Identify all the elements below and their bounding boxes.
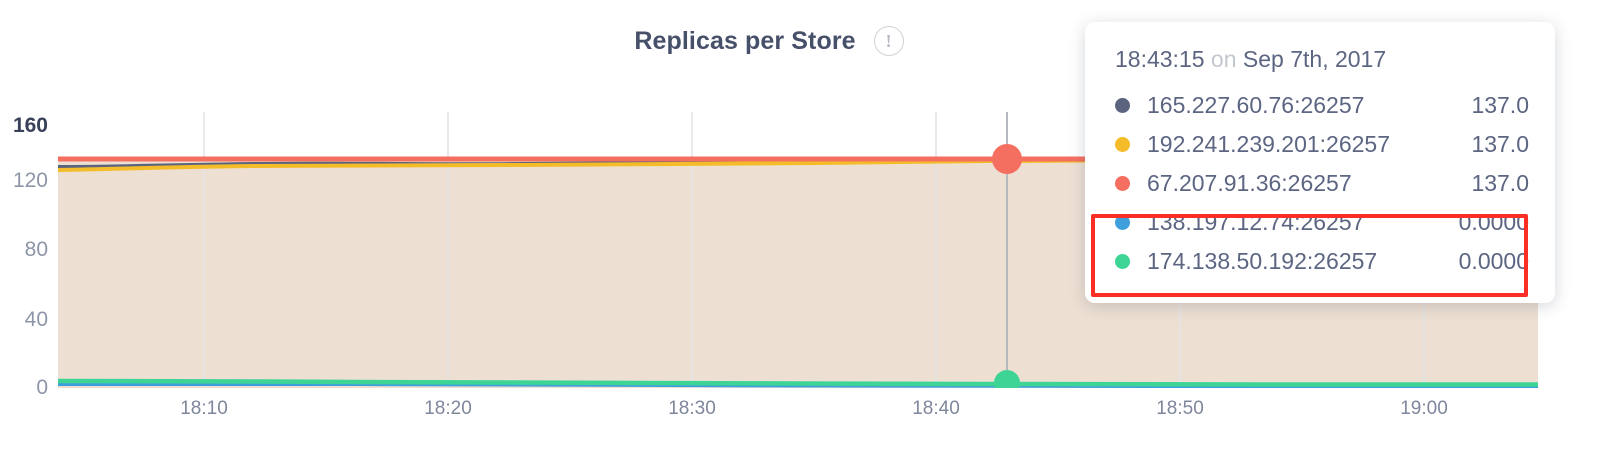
list-item: 67.207.91.36:26257 137.0 — [1115, 164, 1529, 203]
series-value: 137.0 — [1471, 170, 1529, 196]
hover-tooltip: 18:43:15 on Sep 7th, 2017 165.227.60.76:… — [1085, 22, 1555, 303]
hover-marker-67-207-91-36 — [992, 144, 1022, 174]
page-title: Replicas per Store — [634, 26, 856, 55]
x-axis-tick: 18:50 — [1156, 398, 1204, 419]
y-axis-tick: 160 — [12, 114, 48, 137]
series-line-174-138-50-192 — [58, 375, 1538, 387]
tooltip-series-list: 165.227.60.76:26257 137.0 192.241.239.20… — [1115, 86, 1529, 281]
tooltip-timestamp: 18:43:15 on Sep 7th, 2017 — [1115, 46, 1529, 73]
tooltip-connector: on — [1210, 46, 1237, 72]
list-item: 174.138.50.192:26257 0.0000 — [1115, 242, 1529, 281]
x-axis-tick: 18:30 — [668, 398, 716, 419]
tooltip-time: 18:43:15 — [1115, 46, 1205, 72]
series-color-dot-icon — [1115, 176, 1130, 191]
y-axis-tick: 120 — [12, 169, 48, 192]
series-value: 137.0 — [1471, 92, 1529, 118]
x-axis-tick: 18:40 — [912, 398, 960, 419]
hover-marker-174-138-50-192 — [994, 370, 1020, 388]
tooltip-date: Sep 7th, 2017 — [1242, 46, 1387, 72]
series-color-dot-icon — [1115, 137, 1130, 152]
series-value: 0.0000 — [1458, 248, 1529, 274]
y-axis-tick: 80 — [24, 238, 48, 261]
y-axis-tick: 0 — [36, 376, 48, 399]
chart-header: Replicas per Store ! — [0, 26, 1538, 56]
x-axis-tick: 19:00 — [1400, 398, 1448, 419]
series-value: 0.0000 — [1458, 209, 1529, 235]
series-color-dot-icon — [1115, 98, 1130, 113]
series-color-dot-icon — [1115, 254, 1130, 269]
exclamation-circle-icon[interactable]: ! — [873, 26, 904, 56]
series-label: 138.197.12.74:26257 — [1147, 209, 1365, 235]
series-label: 174.138.50.192:26257 — [1147, 248, 1378, 274]
x-axis-tick: 18:10 — [180, 398, 228, 419]
series-value: 137.0 — [1471, 131, 1529, 157]
list-item: 138.197.12.74:26257 0.0000 — [1115, 203, 1529, 242]
series-label: 192.241.239.201:26257 — [1147, 131, 1391, 157]
list-item: 165.227.60.76:26257 137.0 — [1115, 86, 1529, 125]
list-item: 192.241.239.201:26257 137.0 — [1115, 125, 1529, 164]
x-axis: 18:10 18:20 18:30 18:40 18:50 19:00 — [58, 0, 1538, 473]
series-label: 165.227.60.76:26257 — [1147, 92, 1365, 118]
series-color-dot-icon — [1115, 215, 1130, 230]
x-axis-tick: 18:20 — [424, 398, 472, 419]
series-label: 67.207.91.36:26257 — [1147, 170, 1352, 196]
y-axis-tick: 40 — [24, 308, 48, 331]
y-axis: 160 120 80 40 0 — [0, 0, 58, 473]
